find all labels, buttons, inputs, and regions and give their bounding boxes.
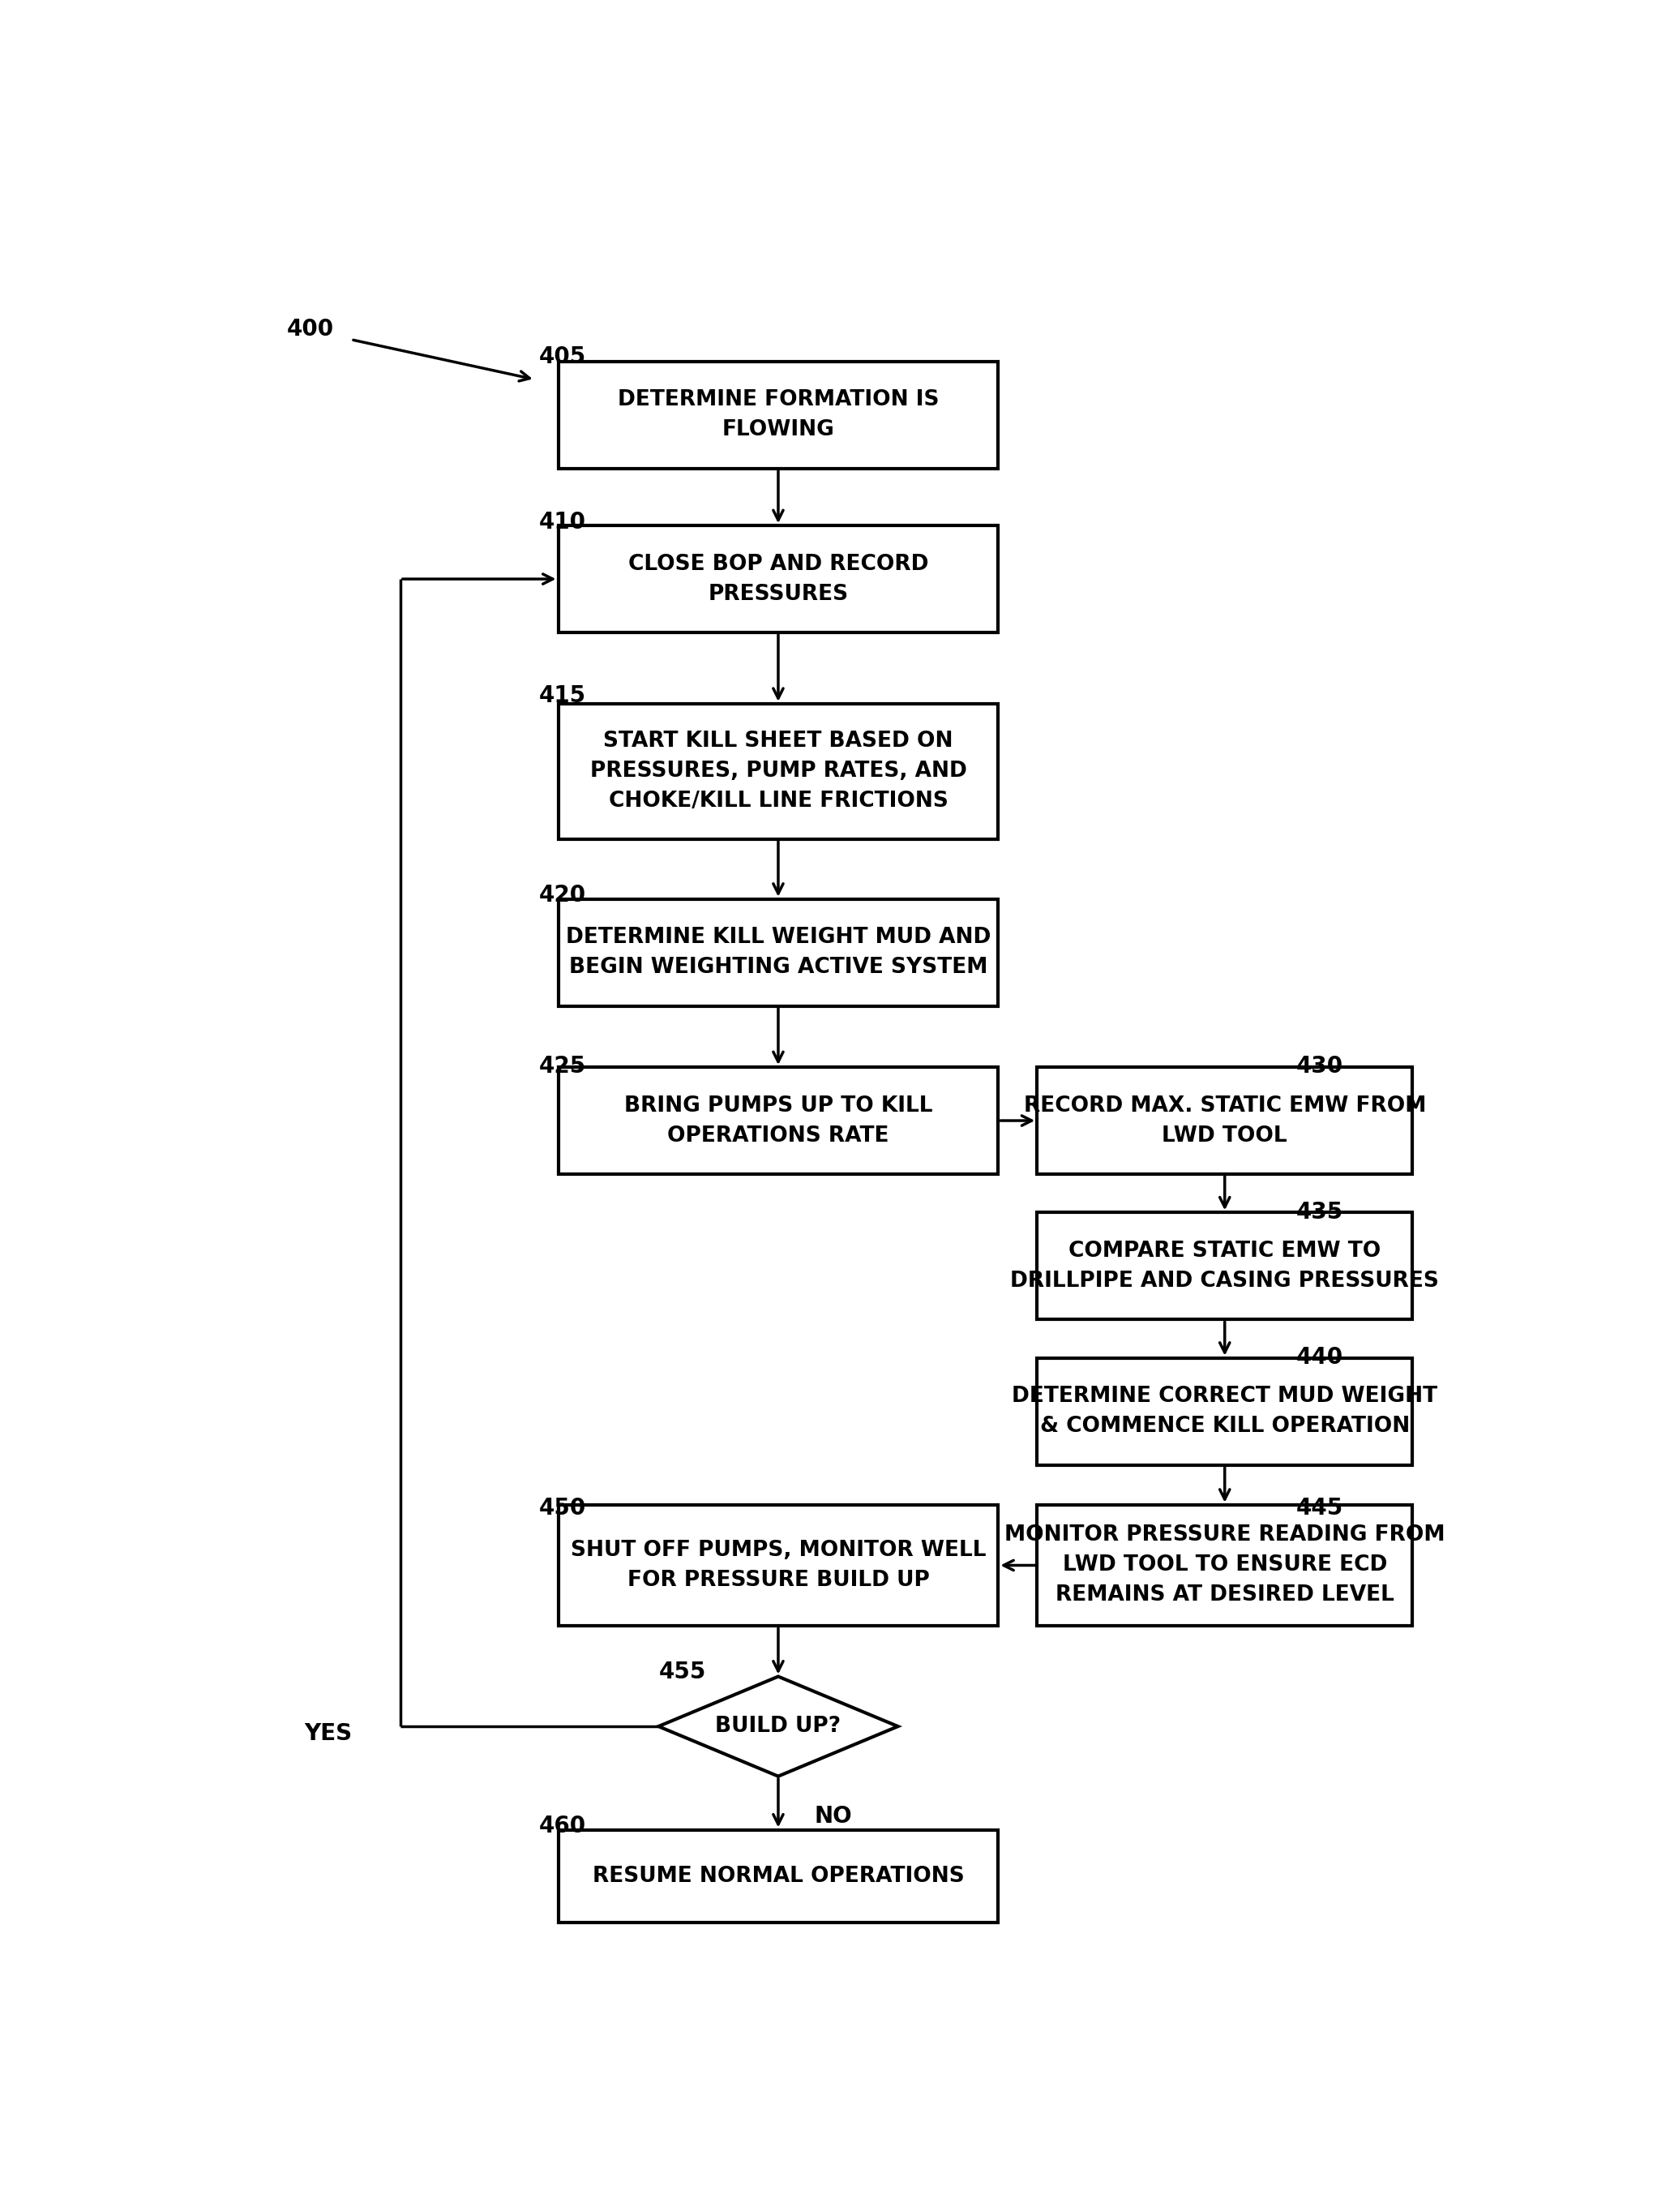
Text: 410: 410 — [539, 511, 586, 533]
Text: 435: 435 — [1296, 1201, 1343, 1223]
Text: DETERMINE CORRECT MUD WEIGHT
& COMMENCE KILL OPERATION: DETERMINE CORRECT MUD WEIGHT & COMMENCE … — [1012, 1387, 1438, 1438]
Text: RESUME NORMAL OPERATIONS: RESUME NORMAL OPERATIONS — [593, 1865, 964, 1887]
Text: COMPARE STATIC EMW TO
DRILLPIPE AND CASING PRESSURES: COMPARE STATIC EMW TO DRILLPIPE AND CASI… — [1010, 1241, 1440, 1292]
Text: BUILD UP?: BUILD UP? — [715, 1717, 842, 1736]
Text: 445: 445 — [1296, 1498, 1343, 1520]
Text: 455: 455 — [660, 1661, 706, 1683]
Text: 405: 405 — [539, 345, 586, 367]
Text: SHUT OFF PUMPS, MONITOR WELL
FOR PRESSURE BUILD UP: SHUT OFF PUMPS, MONITOR WELL FOR PRESSUR… — [571, 1540, 985, 1590]
Text: 415: 415 — [539, 684, 586, 708]
Bar — [558, 1504, 999, 1626]
Text: 420: 420 — [539, 885, 586, 907]
Text: YES: YES — [304, 1723, 352, 1745]
Bar — [1037, 1212, 1413, 1318]
Text: 460: 460 — [539, 1814, 586, 1838]
Text: START KILL SHEET BASED ON
PRESSURES, PUMP RATES, AND
CHOKE/KILL LINE FRICTIONS: START KILL SHEET BASED ON PRESSURES, PUM… — [590, 730, 967, 812]
Bar — [558, 898, 999, 1006]
Bar — [558, 361, 999, 469]
Text: DETERMINE KILL WEIGHT MUD AND
BEGIN WEIGHTING ACTIVE SYSTEM: DETERMINE KILL WEIGHT MUD AND BEGIN WEIG… — [566, 927, 990, 978]
Text: BRING PUMPS UP TO KILL
OPERATIONS RATE: BRING PUMPS UP TO KILL OPERATIONS RATE — [625, 1095, 932, 1146]
Bar — [558, 703, 999, 838]
Text: 440: 440 — [1296, 1345, 1343, 1369]
Bar — [558, 526, 999, 633]
Text: 425: 425 — [539, 1055, 586, 1077]
Text: 400: 400 — [287, 319, 334, 341]
Bar — [558, 1829, 999, 1922]
Text: MONITOR PRESSURE READING FROM
LWD TOOL TO ENSURE ECD
REMAINS AT DESIRED LEVEL: MONITOR PRESSURE READING FROM LWD TOOL T… — [1004, 1524, 1445, 1606]
Bar — [1037, 1066, 1413, 1175]
Text: RECORD MAX. STATIC EMW FROM
LWD TOOL: RECORD MAX. STATIC EMW FROM LWD TOOL — [1024, 1095, 1426, 1146]
Text: DETERMINE FORMATION IS
FLOWING: DETERMINE FORMATION IS FLOWING — [618, 389, 939, 440]
Bar — [1037, 1358, 1413, 1464]
Text: NO: NO — [815, 1805, 852, 1827]
Polygon shape — [658, 1677, 898, 1776]
Text: 450: 450 — [539, 1498, 586, 1520]
Bar — [1037, 1504, 1413, 1626]
Text: 430: 430 — [1296, 1055, 1343, 1077]
Text: CLOSE BOP AND RECORD
PRESSURES: CLOSE BOP AND RECORD PRESSURES — [628, 553, 929, 604]
Bar — [558, 1066, 999, 1175]
